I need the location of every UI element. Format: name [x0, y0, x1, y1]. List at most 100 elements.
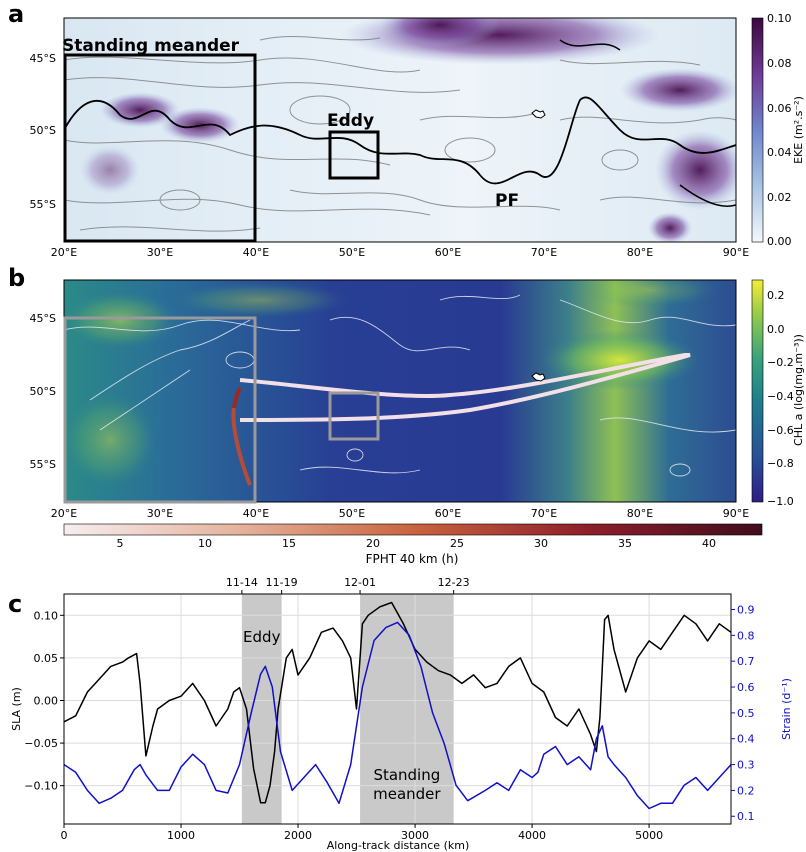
float-track: [239, 353, 691, 422]
svg-text:40°E: 40°E: [243, 507, 269, 520]
svg-text:0.04: 0.04: [767, 146, 792, 159]
panel-b-letter: b: [8, 264, 25, 292]
y-tick-0: 0.10: [34, 609, 59, 622]
svg-text:30°E: 30°E: [147, 507, 173, 520]
plot-frame: [63, 593, 732, 825]
svg-text:55°S: 55°S: [30, 458, 56, 471]
region-label-1-0: Standing: [373, 766, 440, 784]
svg-text:55°S: 55°S: [30, 198, 56, 211]
eddy-box-a: [328, 130, 380, 180]
svg-text:15: 15: [282, 537, 296, 550]
date-labels: 11-14 11-19 12-01 12-23: [226, 576, 470, 594]
svg-text:0.08: 0.08: [767, 57, 792, 70]
panel-b-lat-ticks: 45°S 50°S 55°S: [30, 312, 56, 471]
panel-a-letter: a: [8, 0, 24, 28]
pf-label: PF: [495, 191, 519, 211]
series-lines: [64, 601, 731, 810]
x-tick-4: 4000: [518, 829, 546, 842]
eke-colorbar-label: EKE (m².s⁻²): [792, 96, 805, 164]
svg-text:30: 30: [534, 537, 548, 550]
island-marker-b: [531, 372, 546, 382]
svg-text:60°E: 60°E: [435, 246, 461, 259]
svg-text:70°E: 70°E: [531, 246, 557, 259]
y-right-tick-4: 0.5: [737, 707, 755, 720]
date-label-3: 12-23: [438, 576, 470, 589]
y-right-tick-6: 0.3: [737, 759, 755, 772]
svg-text:90°E: 90°E: [723, 507, 749, 520]
svg-text:−0.8: −0.8: [767, 457, 794, 470]
y-axis-label: SLA (m): [10, 687, 23, 731]
date-label-1: 11-19: [266, 576, 298, 589]
y-tick-labels: 0.10 0.05 0.00 −0.05 −0.10: [24, 609, 64, 793]
svg-text:50°S: 50°S: [30, 124, 56, 137]
pf-contour: [64, 96, 736, 185]
svg-text:25: 25: [450, 537, 464, 550]
svg-text:60°E: 60°E: [435, 507, 461, 520]
y-right-tick-3: 0.6: [737, 681, 755, 694]
y-right-tick-7: 0.2: [737, 784, 755, 797]
svg-text:−1.0: −1.0: [767, 495, 794, 508]
y-tick-1: 0.05: [34, 652, 59, 665]
panel-a-map: [64, 18, 736, 242]
x-tick-3: 3000: [401, 829, 429, 842]
eke-colorbar: 0.10 0.08 0.06 0.04 0.02 0.00 EKE (m².s⁻…: [751, 12, 805, 248]
panel-b-map: [64, 280, 736, 502]
x-tick-0: 0: [61, 829, 68, 842]
svg-text:−0.6: −0.6: [767, 424, 794, 437]
svg-text:70°E: 70°E: [531, 507, 557, 520]
panel-a-lat-ticks: 45°S 50°S 55°S: [30, 52, 56, 211]
svg-text:0.0: 0.0: [767, 323, 785, 336]
svg-text:45°S: 45°S: [30, 312, 56, 325]
svg-text:0.02: 0.02: [767, 191, 792, 204]
y-right-tick-0: 0.9: [737, 604, 755, 617]
svg-text:20°E: 20°E: [51, 246, 77, 259]
svg-text:−0.2: −0.2: [767, 356, 794, 369]
svg-text:50°E: 50°E: [339, 246, 365, 259]
x-tick-labels: 0 1000 2000 3000 4000 5000: [61, 824, 663, 842]
svg-text:20: 20: [366, 537, 380, 550]
y-tick-3: −0.05: [24, 737, 58, 750]
svg-text:−0.4: −0.4: [767, 390, 794, 403]
series-line-strain: [64, 621, 731, 810]
svg-text:0.00: 0.00: [767, 235, 792, 248]
panel-c-letter: c: [8, 590, 22, 618]
fpht-colorbar: 5 10 15 20 25 30 35 40 FPHT 40 km (h): [63, 523, 763, 566]
svg-text:35: 35: [618, 537, 632, 550]
eddy-box-b: [328, 391, 380, 441]
svg-text:40°E: 40°E: [243, 246, 269, 259]
x-tick-5: 5000: [635, 829, 663, 842]
x-axis-label: Along-track distance (km): [327, 839, 470, 852]
svg-text:40: 40: [702, 537, 716, 550]
y-right-tick-2: 0.7: [737, 655, 755, 668]
svg-text:50°S: 50°S: [30, 385, 56, 398]
chl-colorbar-label: CHL a (log(mg.m⁻³)): [792, 334, 805, 446]
fpht-colorbar-label: FPHT 40 km (h): [366, 552, 459, 566]
panel-a-lon-ticks: 20°E 30°E 40°E 50°E 60°E 70°E 80°E 90°E: [51, 246, 749, 259]
svg-text:5: 5: [117, 537, 124, 550]
y-right-tick-5: 0.4: [737, 733, 755, 746]
panel-c: c 0 1000 2000 3000 4000 5000 0.10 0.05 0.00 −0.0…: [8, 576, 793, 852]
date-label-2: 12-01: [344, 576, 376, 589]
date-label-0: 11-14: [226, 576, 258, 589]
region-label-0-0: Eddy: [243, 628, 281, 646]
y-right-tick-labels: 0.9 0.8 0.7 0.6 0.5 0.4 0.3 0.2 0.1: [731, 604, 755, 823]
series-line-sla: [64, 601, 731, 804]
svg-text:0.06: 0.06: [767, 102, 792, 115]
y-right-tick-8: 0.1: [737, 810, 755, 823]
svg-text:10: 10: [198, 537, 212, 550]
standing-meander-label: Standing meander: [62, 36, 240, 56]
chl-colorbar: 0.2 0.0 −0.2 −0.4 −0.6 −0.8 −1.0 CHL a (…: [751, 279, 805, 508]
svg-text:80°E: 80°E: [627, 507, 653, 520]
panel-a: a: [8, 0, 805, 259]
panel-b: b: [8, 264, 805, 566]
y-right-axis-label: Strain (d⁻¹): [780, 678, 793, 740]
x-tick-2: 2000: [284, 829, 312, 842]
svg-text:0.10: 0.10: [767, 12, 792, 25]
svg-text:80°E: 80°E: [627, 246, 653, 259]
y-tick-2: 0.00: [34, 694, 59, 707]
y-right-tick-1: 0.8: [737, 629, 755, 642]
standing-meander-box-b: [63, 316, 257, 504]
